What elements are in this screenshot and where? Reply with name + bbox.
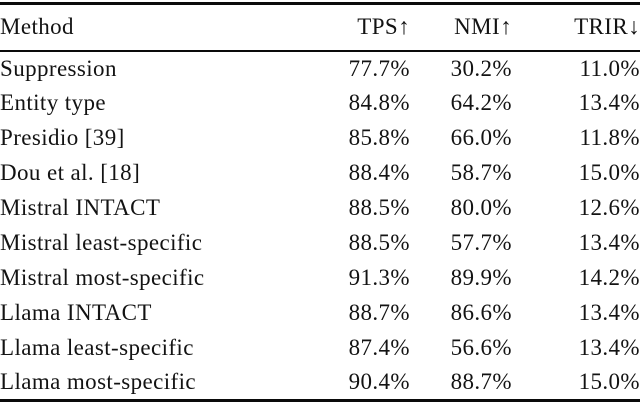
tps-cell: 87.4% bbox=[348, 335, 410, 360]
header-row: Method TPS↑ NMI↑ TRIR↓ bbox=[0, 4, 640, 51]
tps-cell: 91.3% bbox=[348, 265, 410, 290]
tps-cell: 88.4% bbox=[348, 160, 410, 185]
nmi-cell: 64.2% bbox=[450, 90, 512, 115]
nmi-cell: 88.7% bbox=[450, 369, 512, 395]
trir-cell: 13.4% bbox=[578, 335, 640, 360]
table-row: Llama least-specific 87.4% 56.6% 13.4% bbox=[0, 331, 640, 366]
method-cell: Llama most-specific bbox=[0, 369, 197, 395]
trir-cell: 12.6% bbox=[578, 195, 640, 220]
tps-cell: 85.8% bbox=[348, 125, 410, 150]
table-row: Suppression 77.7% 30.2% 11.0% bbox=[0, 51, 640, 86]
method-cell: Mistral most-specific bbox=[0, 265, 205, 290]
tps-cell: 88.7% bbox=[348, 300, 410, 325]
table-row: Dou et al. [18] 88.4% 58.7% 15.0% bbox=[0, 156, 640, 191]
tps-cell: 77.7% bbox=[348, 55, 410, 81]
method-cell: Mistral least-specific bbox=[0, 230, 203, 255]
tps-cell: 88.5% bbox=[348, 230, 410, 255]
tps-cell: 88.5% bbox=[348, 195, 410, 220]
method-cell: Dou et al. [18] bbox=[0, 160, 141, 185]
trir-cell: 15.0% bbox=[578, 369, 640, 395]
table-row: Llama INTACT 88.7% 86.6% 13.4% bbox=[0, 296, 640, 331]
nmi-cell: 80.0% bbox=[450, 195, 512, 220]
nmi-cell: 58.7% bbox=[450, 160, 512, 185]
table-row: Mistral least-specific 88.5% 57.7% 13.4% bbox=[0, 226, 640, 261]
table-row: Mistral INTACT 88.5% 80.0% 12.6% bbox=[0, 191, 640, 226]
table-body: Suppression 77.7% 30.2% 11.0% Entity typ… bbox=[0, 51, 640, 401]
table-row: Entity type 84.8% 64.2% 13.4% bbox=[0, 86, 640, 121]
trir-cell: 13.4% bbox=[578, 90, 640, 115]
tps-cell: 84.8% bbox=[348, 90, 410, 115]
column-header-nmi: NMI↑ bbox=[454, 14, 512, 40]
trir-cell: 13.4% bbox=[578, 300, 640, 325]
tps-cell: 90.4% bbox=[348, 369, 410, 395]
nmi-cell: 66.0% bbox=[450, 125, 512, 150]
trir-cell: 14.2% bbox=[578, 265, 640, 290]
table-row: Llama most-specific 90.4% 88.7% 15.0% bbox=[0, 366, 640, 401]
column-header-method: Method bbox=[0, 14, 74, 40]
trir-cell: 13.4% bbox=[578, 230, 640, 255]
table-header: Method TPS↑ NMI↑ TRIR↓ bbox=[0, 4, 640, 51]
column-header-trir: TRIR↓ bbox=[574, 14, 640, 40]
trir-cell: 11.8% bbox=[579, 125, 640, 150]
table-row: Mistral most-specific 91.3% 89.9% 14.2% bbox=[0, 261, 640, 296]
method-cell: Entity type bbox=[0, 90, 106, 115]
nmi-cell: 56.6% bbox=[450, 335, 512, 360]
method-cell: Presidio [39] bbox=[0, 125, 125, 150]
results-table: Method TPS↑ NMI↑ TRIR↓ Suppression 77.7%… bbox=[0, 2, 640, 402]
table-row: Presidio [39] 85.8% 66.0% 11.8% bbox=[0, 121, 640, 156]
nmi-cell: 30.2% bbox=[450, 55, 512, 81]
column-header-tps: TPS↑ bbox=[357, 14, 410, 40]
method-cell: Llama least-specific bbox=[0, 335, 194, 360]
trir-cell: 15.0% bbox=[578, 160, 640, 185]
nmi-cell: 89.9% bbox=[450, 265, 512, 290]
nmi-cell: 86.6% bbox=[450, 300, 512, 325]
method-cell: Suppression bbox=[0, 55, 117, 81]
method-cell: Llama INTACT bbox=[0, 300, 152, 325]
trir-cell: 11.0% bbox=[579, 55, 640, 81]
method-cell: Mistral INTACT bbox=[0, 195, 161, 220]
nmi-cell: 57.7% bbox=[450, 230, 512, 255]
